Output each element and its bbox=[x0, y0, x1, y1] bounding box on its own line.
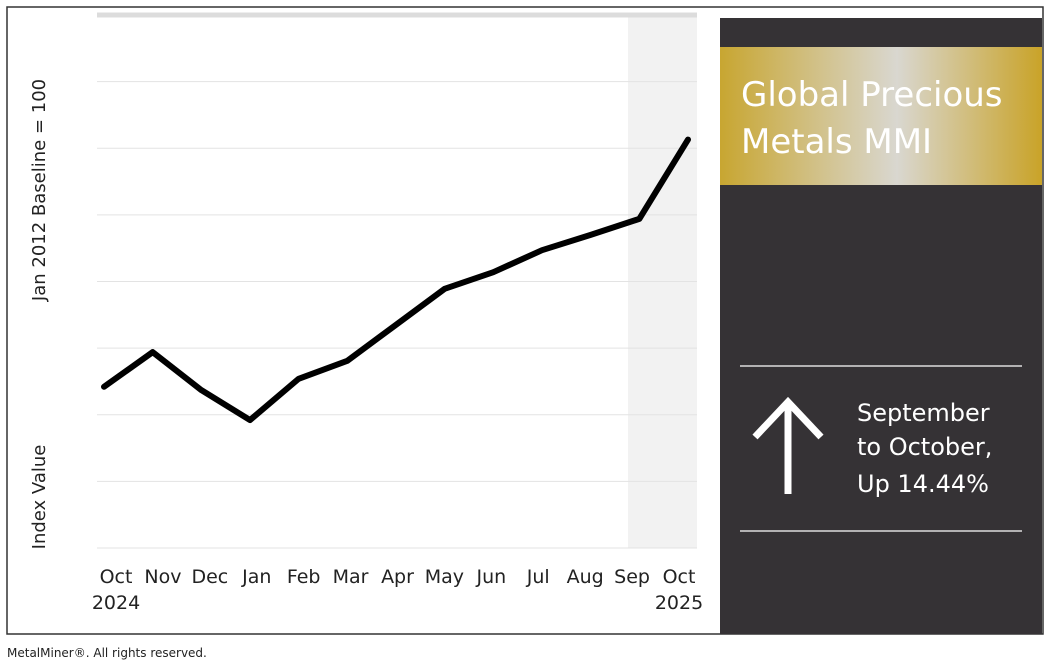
x-tick-label: May bbox=[425, 566, 464, 588]
x-tick-sublabel: 2025 bbox=[655, 592, 703, 614]
up-arrow bbox=[752, 396, 824, 494]
x-tick-label: Mar bbox=[333, 566, 369, 588]
plot bbox=[97, 12, 697, 549]
y-axis-label: Jan 2012 Baseline = 100 bbox=[29, 79, 50, 302]
x-tick-label: Jun bbox=[475, 566, 506, 588]
footer: MetalMiner®. All rights reserved. bbox=[7, 646, 207, 660]
x-tick-label: Feb bbox=[287, 566, 321, 588]
panel-text: to October, bbox=[857, 433, 992, 461]
x-tick-label: Sep bbox=[614, 566, 650, 588]
x-tick-label: Oct bbox=[100, 566, 133, 588]
x-tick-sublabel: 2024 bbox=[92, 592, 140, 614]
y-axis-label: Index Value bbox=[29, 445, 50, 550]
panel-title: Global Precious bbox=[741, 75, 1003, 115]
x-tick-label: Nov bbox=[144, 566, 181, 588]
x-tick-label: Oct bbox=[663, 566, 696, 588]
x-tick-label: Aug bbox=[567, 566, 604, 588]
panel-text: September bbox=[857, 399, 990, 427]
x-tick-label: Apr bbox=[381, 566, 414, 588]
x-tick-label: Jul bbox=[526, 566, 550, 588]
panel-text: Up 14.44% bbox=[857, 470, 989, 498]
panel-title: Metals MMI bbox=[741, 122, 932, 162]
panel-banner bbox=[720, 47, 1042, 185]
x-tick-label: Dec bbox=[191, 566, 228, 588]
data-line bbox=[101, 136, 691, 424]
x-tick-label: Jan bbox=[241, 566, 271, 588]
